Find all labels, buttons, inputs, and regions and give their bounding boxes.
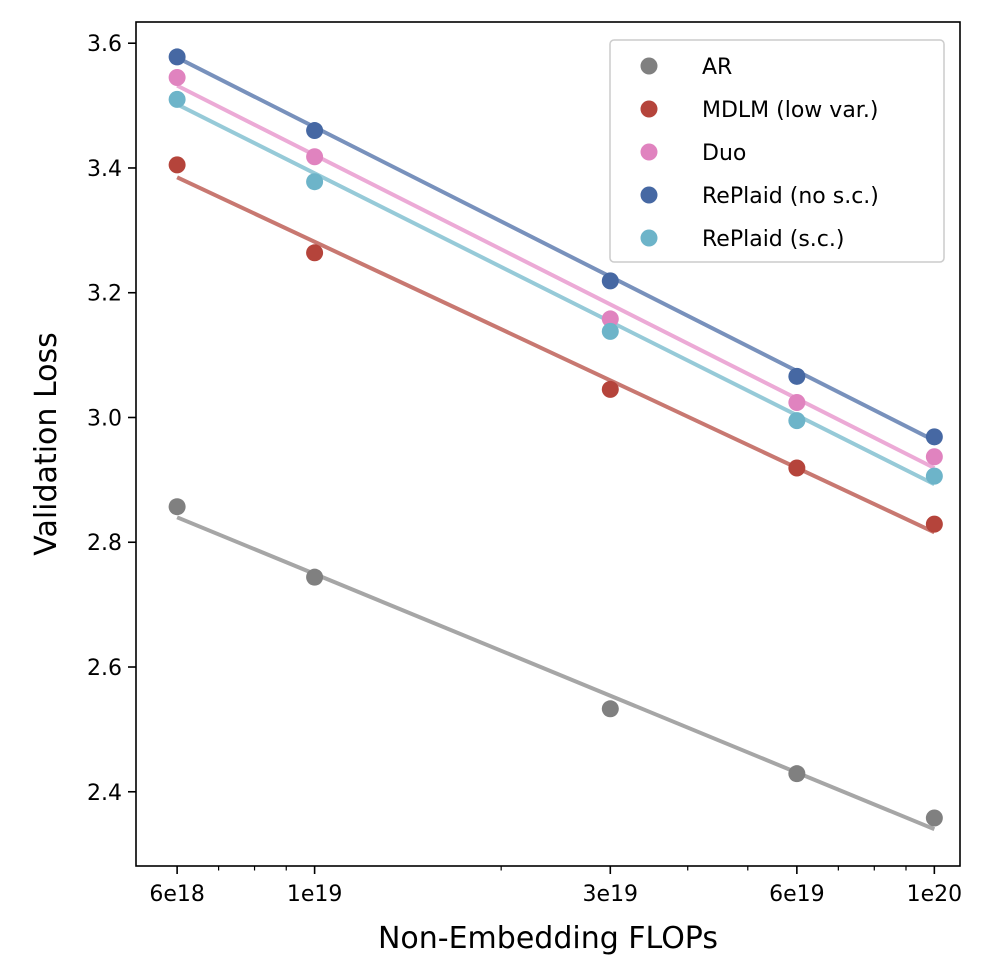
legend-marker-4 xyxy=(640,229,658,247)
data-point-0-3 xyxy=(788,765,806,783)
legend: AR MDLM (low var.) Duo RePlaid (no s.c.) ReP… xyxy=(609,39,945,263)
y-tick-label-4: 3.2 xyxy=(87,282,122,307)
data-point-1-2 xyxy=(601,380,619,398)
fit-line-1 xyxy=(176,175,936,535)
x-tick-label-3: 6e19 xyxy=(769,882,825,907)
data-point-3-3 xyxy=(788,367,806,385)
x-tick-label-0: 6e18 xyxy=(149,882,205,907)
axes-frame xyxy=(135,21,961,867)
fit-line-3 xyxy=(176,55,936,443)
data-point-2-0 xyxy=(168,69,186,87)
legend-marker-1 xyxy=(640,100,658,118)
data-point-1-0 xyxy=(168,156,186,174)
data-point-3-2 xyxy=(601,272,619,290)
fit-lines xyxy=(176,55,936,832)
data-point-4-0 xyxy=(168,90,186,108)
legend-marker-0 xyxy=(640,57,658,75)
data-point-0-2 xyxy=(601,700,619,718)
data-point-0-0 xyxy=(168,498,186,516)
data-point-4-2 xyxy=(601,322,619,340)
x-tick-label-1: 1e19 xyxy=(287,882,343,907)
legend-label-0: AR xyxy=(702,55,732,80)
legend-label-4: RePlaid (s.c.) xyxy=(702,227,844,252)
y-tick-label-1: 2.6 xyxy=(87,656,122,681)
legend-label-3: RePlaid (no s.c.) xyxy=(702,184,879,209)
data-point-4-4 xyxy=(925,467,943,485)
legend-label-1: MDLM (low var.) xyxy=(702,98,878,123)
data-point-4-1 xyxy=(306,173,324,191)
x-tick-label-2: 3e19 xyxy=(583,882,639,907)
x-axis-title: Non-Embedding FLOPs xyxy=(378,921,718,956)
legend-label-2: Duo xyxy=(702,141,746,166)
y-axis-title: Validation Loss xyxy=(29,332,64,555)
data-point-3-4 xyxy=(925,428,943,446)
legend-frame xyxy=(609,39,945,263)
data-point-2-2 xyxy=(601,310,619,328)
y-tick-label-0: 2.4 xyxy=(87,781,122,806)
legend-marker-3 xyxy=(640,186,658,204)
x-axis-ticks: 6e18 1e19 3e19 6e19 1e20 xyxy=(149,866,962,907)
fit-line-2 xyxy=(176,83,936,470)
y-tick-label-6: 3.6 xyxy=(87,32,122,57)
data-point-0-1 xyxy=(306,568,324,586)
data-point-1-4 xyxy=(925,515,943,533)
y-tick-label-3: 3.0 xyxy=(87,406,122,431)
legend-marker-2 xyxy=(640,143,658,161)
fit-line-0 xyxy=(176,515,936,832)
fit-line-4 xyxy=(176,102,936,487)
x-tick-label-4: 1e20 xyxy=(907,882,963,907)
data-point-4-3 xyxy=(788,412,806,430)
data-point-1-3 xyxy=(788,459,806,477)
data-point-0-4 xyxy=(925,809,943,827)
data-point-2-1 xyxy=(306,148,324,166)
y-axis-ticks: 2.4 2.6 2.8 3.0 3.2 3.4 3.6 xyxy=(87,32,136,806)
data-point-3-1 xyxy=(306,122,324,140)
data-point-3-0 xyxy=(168,48,186,66)
data-point-1-1 xyxy=(306,244,324,262)
data-points xyxy=(168,48,943,827)
y-tick-label-2: 2.8 xyxy=(87,531,122,556)
y-tick-label-5: 3.4 xyxy=(87,157,122,182)
data-point-2-4 xyxy=(925,448,943,466)
data-point-2-3 xyxy=(788,394,806,412)
